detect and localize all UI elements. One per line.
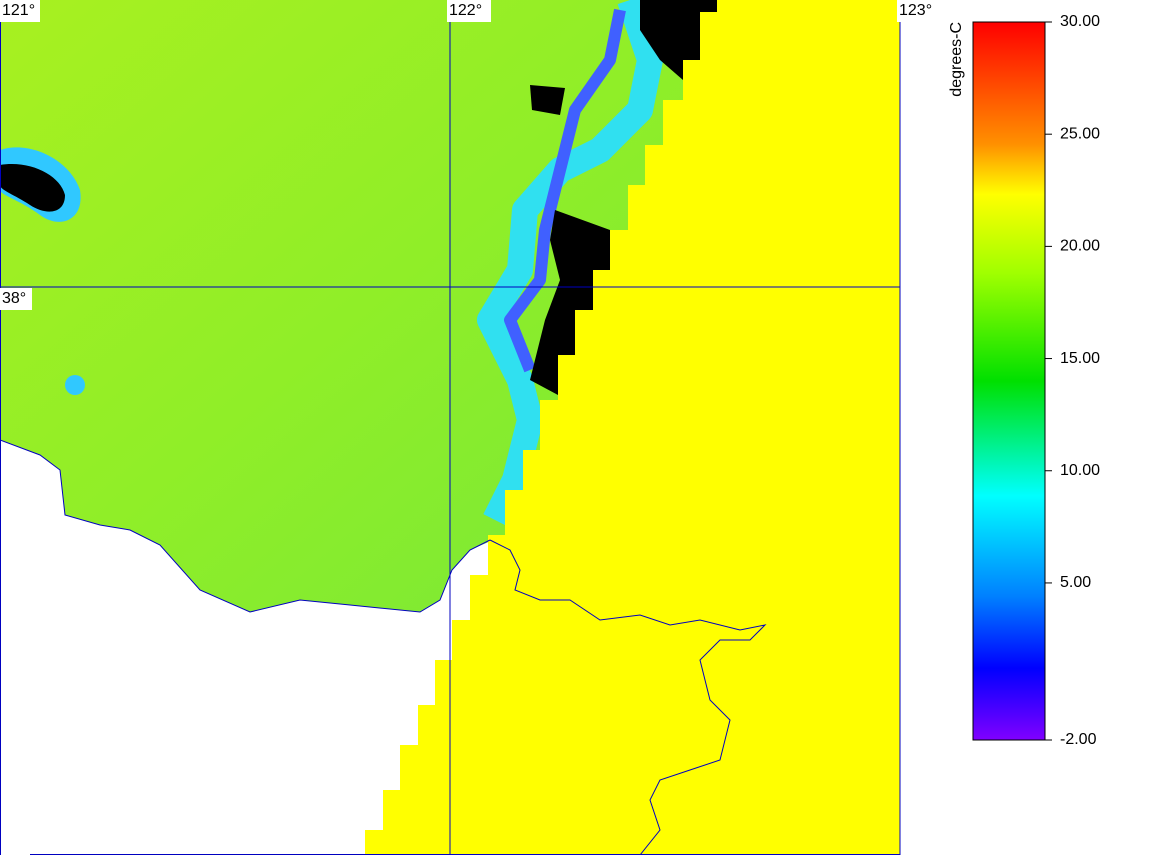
label-bg xyxy=(0,0,40,22)
lon-label: 122° xyxy=(449,2,482,19)
sea-temperature-field xyxy=(0,0,717,612)
land-field xyxy=(365,0,900,855)
cold-band-core xyxy=(504,8,626,373)
label-bg xyxy=(897,0,943,22)
lon-label: 123° xyxy=(899,2,932,19)
land-mask xyxy=(530,210,610,395)
colorbar-tick-label: 30.00 xyxy=(1060,13,1100,30)
colorbar-tick-label: 10.00 xyxy=(1060,462,1100,479)
colorbar-tick-label: 20.00 xyxy=(1060,238,1100,255)
colorbar-tick-label: -2.00 xyxy=(1060,731,1097,748)
label-bg xyxy=(0,288,32,310)
land-mask xyxy=(530,85,565,115)
colorbar-tick-label: 25.00 xyxy=(1060,125,1100,142)
label-bg xyxy=(447,0,491,22)
colorbar: degrees-C 30.00 25.00 20.00 15.00 10.00 5.00 -… xyxy=(948,13,1100,748)
coastline xyxy=(0,439,491,613)
lat-label: 38° xyxy=(2,290,26,307)
map-area: 121° 122° 123° 38° xyxy=(0,0,943,855)
cold-spot xyxy=(65,375,85,395)
colorbar-label: degrees-C xyxy=(948,22,965,97)
colorbar-scale xyxy=(972,21,1046,741)
coastline xyxy=(489,539,767,855)
cold-band xyxy=(477,0,663,526)
colorbar-tick-label: 5.00 xyxy=(1060,574,1091,591)
lon-label: 121° xyxy=(2,2,35,19)
colorbar-tick-label: 15.00 xyxy=(1060,350,1100,367)
cold-patch-core xyxy=(0,164,65,212)
